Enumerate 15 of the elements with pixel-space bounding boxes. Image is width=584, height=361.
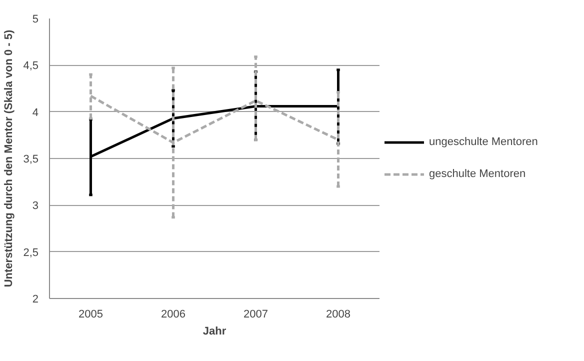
y-tick-label: 2	[32, 294, 39, 306]
x-axis-title: Jahr	[202, 326, 227, 338]
y-tick-label: 5	[32, 14, 39, 26]
legend-label: geschulte Mentoren	[429, 168, 526, 180]
x-tick-label: 2006	[161, 308, 186, 320]
x-tick-label: 2008	[326, 308, 350, 320]
y-tick-label: 3	[32, 200, 39, 212]
y-tick-label: 3,5	[23, 154, 39, 166]
y-tick-label: 2,5	[23, 246, 39, 259]
y-axis-title: Unterstützung durch den Mentor (Skala von 0 - 5)	[3, 30, 16, 288]
x-tick-label: 2005	[78, 308, 103, 320]
y-tick-label: 4	[32, 106, 39, 119]
x-tick-label: 2007	[244, 308, 268, 320]
legend-label: ungeschulte Mentoren	[429, 136, 538, 148]
y-tick-label: 4,5	[23, 60, 39, 72]
